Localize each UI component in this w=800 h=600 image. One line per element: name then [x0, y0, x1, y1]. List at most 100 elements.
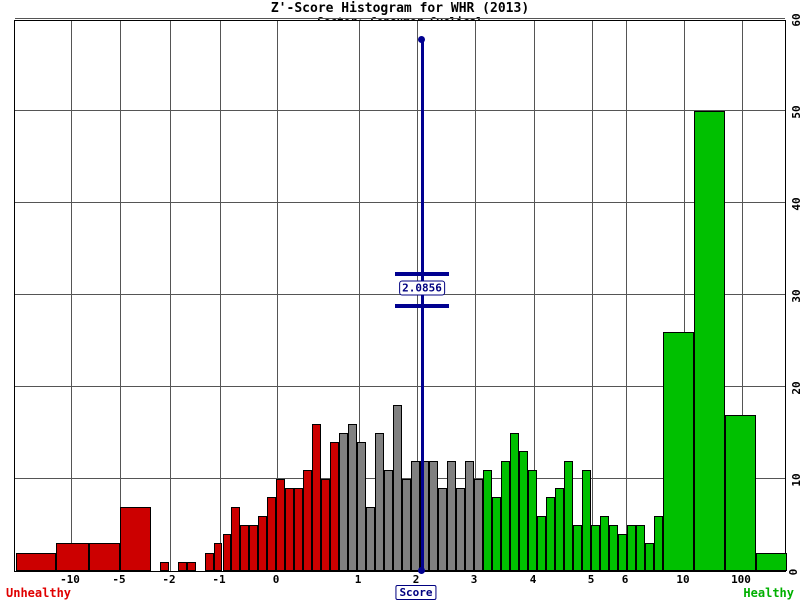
score-axis-label: Score: [395, 585, 437, 600]
histogram-bar: [617, 534, 627, 571]
y-tick-label: 40: [790, 197, 800, 211]
x-tick-label: -1: [212, 573, 226, 586]
histogram-bar: [204, 552, 214, 571]
histogram-bar: [267, 497, 277, 571]
gridline-x--10: [71, 21, 72, 571]
histogram-bar: [411, 460, 421, 571]
histogram-bar: [186, 561, 196, 571]
y-tick-label: 30: [790, 289, 800, 303]
gridline-x-1: [359, 21, 360, 571]
gridline-x-4: [534, 21, 535, 571]
y-tick-label: 50: [790, 105, 800, 119]
gridline-x-0: [277, 21, 278, 571]
histogram-bar: [510, 433, 520, 571]
y-tick-label: 60: [790, 13, 800, 27]
gridline-x-3: [475, 21, 476, 571]
gridline-x-5: [592, 21, 593, 571]
marker-value-label: 2.0856: [399, 280, 445, 296]
gridline-x-100: [742, 21, 743, 571]
histogram-bar: [608, 525, 618, 571]
histogram-bar: [276, 479, 286, 571]
histogram-bar: [339, 433, 349, 571]
histogram-bar: [581, 469, 591, 571]
histogram-bar: [429, 460, 439, 571]
histogram-bar: [312, 423, 322, 571]
unhealthy-label: Unhealthy: [6, 586, 72, 600]
y-tick-label: 0: [786, 568, 800, 576]
histogram-bar: [348, 423, 358, 571]
histogram-bar: [635, 525, 645, 571]
histogram-bar: [662, 331, 694, 571]
x-tick-label: 3: [470, 573, 478, 586]
histogram-bar: [474, 479, 484, 571]
histogram-bar: [546, 497, 555, 571]
histogram-bar: [456, 488, 466, 571]
x-tick-label: -5: [112, 573, 126, 586]
histogram-bar: [644, 543, 654, 571]
histogram-bar: [572, 525, 582, 571]
histogram-bar: [303, 469, 313, 571]
gridline-x--5: [120, 21, 121, 571]
histogram-bar: [88, 543, 120, 571]
histogram-bar: [519, 451, 529, 571]
histogram-bar: [402, 479, 412, 571]
histogram-bar: [465, 460, 475, 571]
healthy-label: Healthy: [743, 586, 794, 600]
x-tick-label: 4: [529, 573, 537, 586]
histogram-bar: [755, 552, 787, 571]
histogram-bar: [375, 433, 385, 571]
histogram-bar: [384, 469, 394, 571]
histogram-bar: [554, 488, 564, 571]
histogram-bar: [483, 469, 493, 571]
page-title: Z'-Score Histogram for WHR (2013): [270, 1, 530, 16]
marker-cap-lower: [394, 303, 449, 308]
histogram-bar: [231, 506, 241, 571]
x-tick-label: -10: [60, 573, 80, 586]
histogram-bar: [213, 543, 223, 571]
histogram-bar: [501, 460, 511, 571]
gridline-y-20: [15, 386, 785, 387]
histogram-bar: [330, 442, 340, 571]
x-tick-label: 100: [731, 573, 751, 586]
gridline-x-2: [417, 21, 418, 571]
gridline-x--2: [170, 21, 171, 571]
x-tick-label: 6: [621, 573, 629, 586]
gridline-y-60: [15, 18, 785, 19]
histogram-bar: [563, 460, 573, 571]
histogram-bar: [285, 488, 295, 571]
histogram-bar: [249, 525, 259, 571]
histogram-bar: [537, 515, 546, 571]
y-tick-label: 20: [790, 381, 800, 395]
histogram-bar: [528, 469, 538, 571]
histogram-bar: [393, 405, 403, 571]
histogram-bar: [294, 488, 304, 571]
marker-top-dot: [418, 36, 426, 44]
gridline-x-6: [626, 21, 627, 571]
histogram-bar: [357, 442, 367, 571]
histogram-bar: [693, 111, 725, 571]
histogram-bar: [438, 488, 448, 571]
plot-area: 2.0856: [14, 18, 787, 574]
histogram-bar: [653, 515, 663, 571]
x-tick-label: 2: [412, 573, 420, 586]
x-tick-label: -2: [162, 573, 176, 586]
histogram-bar: [492, 497, 502, 571]
histogram-bar: [55, 543, 89, 571]
histogram-bar: [15, 552, 56, 571]
histogram-bar: [724, 414, 756, 571]
x-tick-label: 10: [676, 573, 690, 586]
marker-base-dot: [418, 567, 426, 574]
histogram-bar: [599, 515, 609, 571]
histogram-bar: [321, 479, 331, 571]
x-tick-label: 5: [587, 573, 595, 586]
histogram-bar: [366, 506, 376, 571]
histogram-bar: [159, 561, 169, 571]
histogram-bar: [258, 515, 268, 571]
x-tick-label: 1: [354, 573, 362, 586]
y-tick-label: 10: [790, 473, 800, 487]
gridline-x--1: [220, 21, 221, 571]
gridline-y-40: [15, 202, 785, 203]
histogram-bar: [590, 525, 600, 571]
histogram-bars: [15, 21, 787, 571]
histogram-bar: [240, 525, 250, 571]
